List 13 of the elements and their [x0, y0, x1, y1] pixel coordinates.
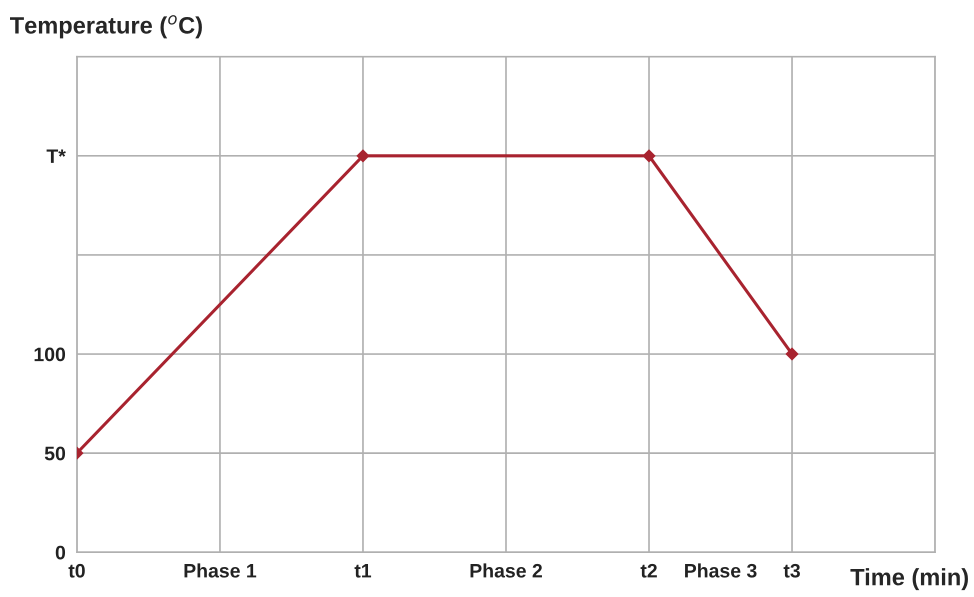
x-tick-label: t1 [354, 564, 372, 578]
x-tick-label: t0 [68, 564, 85, 578]
x-tick-label: t3 [784, 564, 800, 578]
x-tick-label: Phase 2 [470, 563, 542, 578]
y-axis-title: Temperature ($^{o}$C) [10, 15, 202, 38]
x-tick-label: t2 [640, 564, 657, 578]
y-tick-label: 50 [44, 446, 66, 460]
y-tick-label: T* [46, 149, 66, 163]
y-tick-label: 0 [56, 546, 66, 560]
x-tick-label: Phase 3 [685, 563, 757, 578]
x-axis-title: Time (min) [850, 568, 968, 590]
x-tick-label: Phase 1 [184, 563, 256, 578]
y-tick-label: 100 [34, 347, 66, 362]
